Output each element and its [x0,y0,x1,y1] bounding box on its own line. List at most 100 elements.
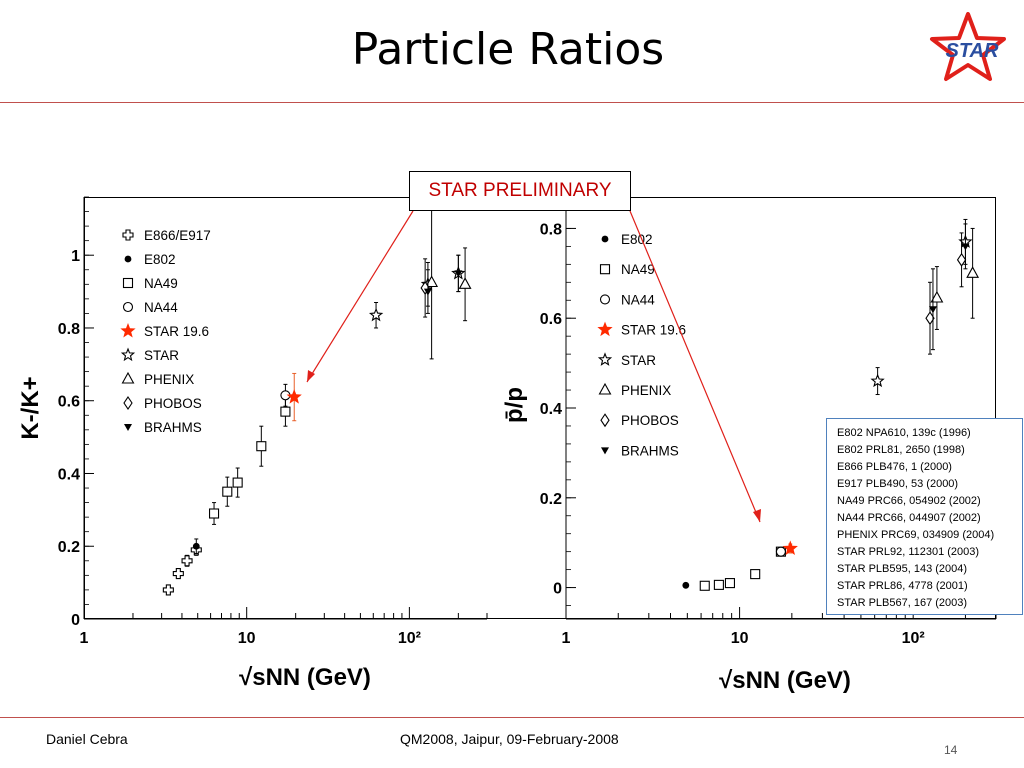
legend-marker-phobos [600,413,610,428]
legend-marker-na44 [122,301,134,313]
y-tick-label: 0.6 [58,394,80,411]
data-point-phenix [966,266,980,278]
star-logo: STAR [930,12,1006,81]
legend-marker-star-19-6 [120,323,136,338]
data-point-na49 [208,508,220,519]
data-point-e866-e917 [162,584,174,596]
data-point-e802 [192,542,200,550]
reference-item: E866 PLB476, 1 (2000) [837,461,952,473]
arrow-head-right [753,509,761,522]
y-tick-label: 0.6 [540,311,562,328]
reference-item: E802 PRL81, 2650 (1998) [837,444,965,456]
legend-marker-na49 [599,264,611,275]
reference-item: STAR PRL92, 112301 (2003) [837,546,980,558]
series-na49 [699,546,786,591]
legend-label: PHENIX [621,383,671,398]
legend-marker-na44 [599,294,611,305]
data-point-phobos [956,252,967,267]
legend-marker-phenix [121,371,135,384]
logo-star-outline [930,12,1006,81]
reference-item: E802 NPA610, 139c (1996) [837,427,971,439]
data-point-brahms [423,288,432,296]
legend-label: PHENIX [144,372,194,387]
legend-marker-e802 [124,255,132,263]
data-point-na44 [775,546,786,557]
reference-item: E917 PLB490, 53 (2000) [837,478,959,490]
y-tick-label: 0 [71,612,80,629]
data-point-star-19-6 [286,389,302,404]
legend-label: E802 [144,252,176,267]
series-star-19-6 [286,372,302,422]
header-divider [0,102,1024,103]
kminus-kplus-chart: 0 0.2 0.4 0.6 0.8 1 1 10 10² K-/K+ √sNN (GeV) E866/… [17,196,488,691]
data-point-e866-e917 [172,567,184,580]
legend-marker-brahms [601,447,609,455]
data-point-star [368,307,384,322]
data-point-na49 [724,578,736,589]
data-point-star-19-6 [782,540,798,555]
data-point-phenix [930,290,944,303]
legend-marker-phobos [123,396,133,410]
reference-item: NA44 PRC66, 044907 (2002) [837,512,981,524]
y-tick-label: 0.2 [540,491,562,508]
y-tick-label: 0.2 [58,539,80,556]
reference-item: PHENIX PRC69, 034909 (2004) [837,529,995,541]
legend-label: STAR 19.6 [621,323,686,338]
data-point-na49 [232,477,243,488]
x-axis-label: √sNN (GeV) [719,667,851,694]
series-brahms [928,223,970,351]
legend-label: E802 [621,232,653,247]
slide-title: Particle Ratios [351,24,665,75]
y-tick-label: 0.8 [58,321,80,338]
legend-marker-na49 [122,277,134,289]
legend-label: PHOBOS [144,396,202,411]
reference-item: STAR PRL86, 4778 (2001) [837,580,968,592]
x-tick-label: 10² [902,630,925,647]
arrow-head-left [307,370,315,382]
legend-label: NA49 [144,276,178,291]
series-na44 [775,546,786,557]
data-point-e802 [682,581,690,589]
x-tick-label: 10 [731,630,749,647]
x-tick-label: 10² [398,630,421,647]
series-star-19-6 [782,540,798,555]
arrow-line-left [306,210,414,383]
series-e802 [682,581,690,589]
legend-label: BRAHMS [144,420,202,435]
legend-marker-e802 [601,235,609,243]
legend-marker-star-19-6 [597,321,613,337]
legend-label: NA44 [144,300,178,315]
data-point-na49 [222,486,233,497]
data-point-phenix [425,275,439,288]
x-tick-label: 10 [238,630,256,647]
data-point-e866-e917 [181,555,193,567]
series-phobos [925,232,967,355]
data-point-brahms [961,243,970,251]
references-box: E802 NPA610, 139c (1996) E802 PRL81, 265… [826,418,1023,615]
legend-label: NA44 [621,292,655,307]
legend-label: BRAHMS [621,443,679,458]
y-axis-label: p̄/p [501,387,528,423]
y-tick-label: 0 [553,581,562,598]
y-tick-label: 0.4 [540,401,562,418]
data-point-na49 [256,441,267,452]
series-star [870,218,973,396]
x-axis-label: √sNN (GeV) [239,664,371,691]
legend: E802 NA49 NA44 STAR 19.6 STAR PHENIX PHOBOS BRA… [597,232,686,458]
footer-author: Daniel Cebra [46,731,128,747]
data-point-na49 [750,569,761,580]
reference-item: STAR PLB567, 167 (2003) [837,597,968,609]
y-tick-label: 0.8 [540,221,562,238]
series-e866-e917 [162,543,202,596]
legend-label: NA49 [621,262,655,277]
y-tick-label: 1 [71,248,80,265]
pbar-p-chart: 0 0.2 0.4 0.6 0.8 1 10 10² p̄/p √sNN (GeV) E802 NA4… [501,197,997,694]
reference-item: STAR PLB595, 143 (2004) [837,563,968,575]
x-tick-label: 1 [562,630,571,647]
series-phenix [930,227,980,330]
data-point-na49 [699,580,710,591]
legend-label: STAR 19.6 [144,324,209,339]
data-point-brahms [928,306,937,314]
data-point-na49 [713,579,724,590]
